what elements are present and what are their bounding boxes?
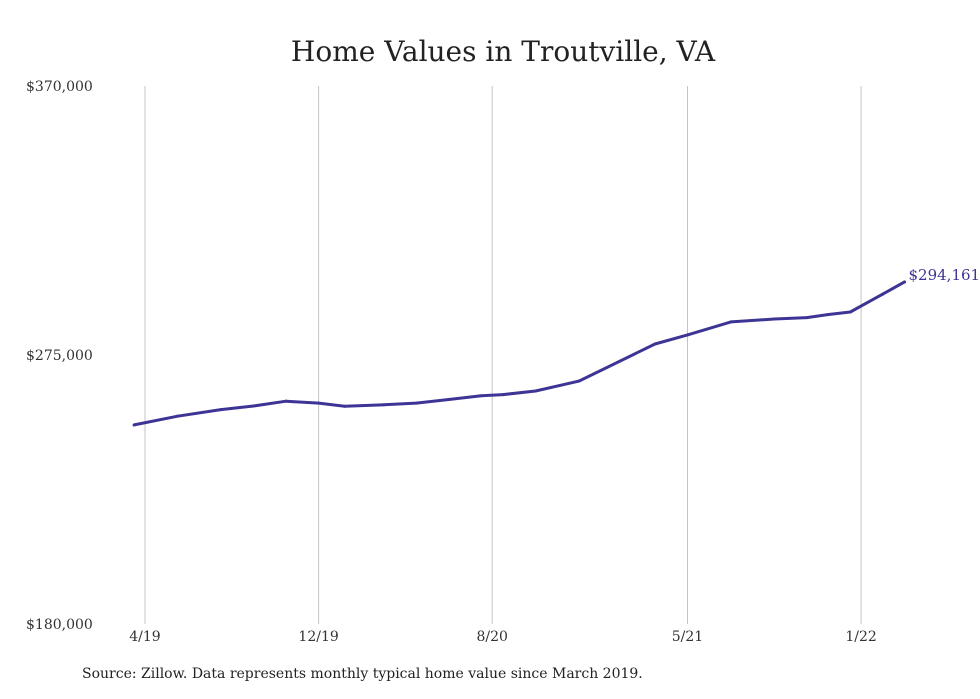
x-tick-label: 4/19	[129, 629, 160, 645]
series-point	[772, 317, 776, 321]
x-tick-label: 12/19	[298, 629, 338, 645]
x-axis: 4/19 12/19 8/20 5/21 1/22	[129, 629, 877, 645]
series-layer: $294,161	[132, 266, 980, 427]
series-point	[343, 404, 347, 408]
series-point	[252, 404, 255, 408]
x-tick-label: 5/21	[672, 629, 703, 645]
series-point	[881, 292, 885, 296]
series-point	[805, 316, 809, 320]
vertical-gridlines	[144, 86, 862, 624]
series-point	[317, 401, 321, 405]
series-point	[479, 394, 483, 398]
series-point	[686, 333, 689, 337]
series-point	[382, 403, 386, 407]
y-tick-label: $180,000	[26, 617, 93, 633]
series-point	[653, 342, 657, 346]
x-tick-label: 1/22	[845, 629, 876, 645]
series-point	[284, 399, 288, 403]
series-point	[729, 320, 733, 324]
y-tick-label: $275,000	[26, 348, 93, 364]
series-point	[447, 397, 451, 401]
y-tick-label: $370,000	[26, 79, 93, 95]
series-point	[534, 389, 538, 393]
end-value-label: $294,161	[909, 266, 980, 284]
series-line	[132, 280, 906, 427]
series-point	[501, 393, 505, 397]
series-point	[414, 401, 418, 405]
series-point	[132, 423, 136, 427]
y-axis: $180,000 $275,000 $370,000	[26, 79, 93, 633]
series-point	[827, 313, 831, 317]
chart-title: Home Values in Troutville, VA	[291, 35, 716, 68]
series-point	[577, 379, 581, 383]
source-note: Source: Zillow. Data represents monthly …	[82, 666, 643, 682]
series-point	[176, 414, 180, 418]
series-point	[219, 408, 223, 412]
series-point	[903, 280, 906, 284]
series-point	[848, 310, 852, 314]
x-tick-label: 8/20	[476, 629, 507, 645]
